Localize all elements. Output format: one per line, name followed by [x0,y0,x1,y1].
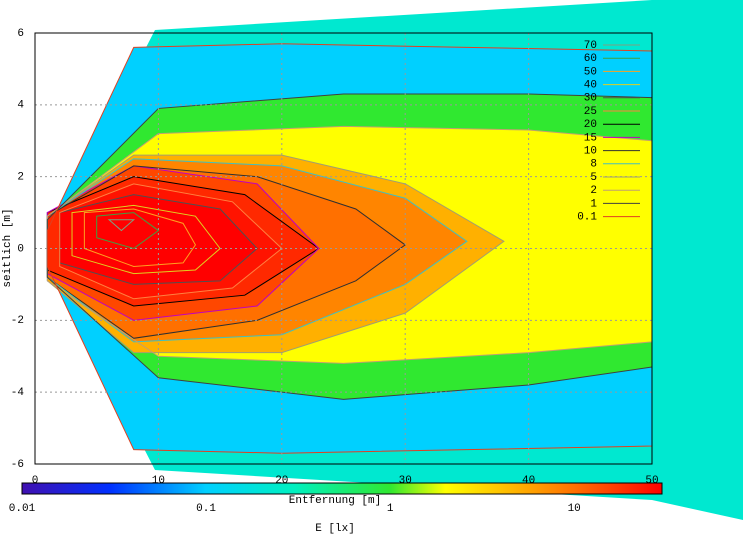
colorbar-tick-label: 10 [568,503,581,515]
legend-label: 40 [584,80,597,92]
legend-label: 5 [590,172,597,184]
x-tick-label: 0 [32,475,39,487]
contour-line [46,176,320,307]
legend-label: 25 [584,106,597,118]
legend-label: 70 [584,40,597,52]
colorbar [21,482,663,495]
y-tick-label: -4 [11,387,25,399]
colorbar-label: E [lx] [315,523,355,534]
y-tick-label: 6 [17,28,24,40]
contour-line [46,43,652,454]
contour-line [59,194,258,285]
y-axis-label: seitlich [m] [2,208,14,287]
contour-line [71,204,221,275]
legend-label: 60 [584,53,597,65]
legend-label: 10 [584,146,597,158]
colorbar-tick-label: 1 [387,503,394,515]
legend-label: 20 [584,119,597,131]
colorbar-tick-label: 0.1 [196,503,216,515]
legend-label: 15 [584,132,597,144]
x-axis-label: Entfernung [m] [289,495,381,507]
contour-line [96,212,160,250]
contour-line [46,165,320,321]
contour-line [59,183,283,300]
plot-frame [34,32,653,465]
colorbar-tick-label: 0.01 [9,503,36,515]
legend-label: 2 [590,185,597,197]
legend-label: 50 [584,66,597,78]
legend-label: 8 [590,159,597,171]
y-tick-label: 2 [17,172,24,184]
y-tick-label: -6 [11,459,24,471]
y-tick-label: 4 [17,100,24,112]
legend-label: 1 [590,198,597,210]
contour-fill [109,219,134,231]
contour-line [46,165,407,339]
y-tick-label: 0 [17,243,24,255]
contour-line [83,208,197,267]
legend-label: 0.1 [577,212,597,224]
legend-label: 30 [584,93,597,105]
contour-line [107,219,136,232]
y-tick-label: -2 [11,315,24,327]
